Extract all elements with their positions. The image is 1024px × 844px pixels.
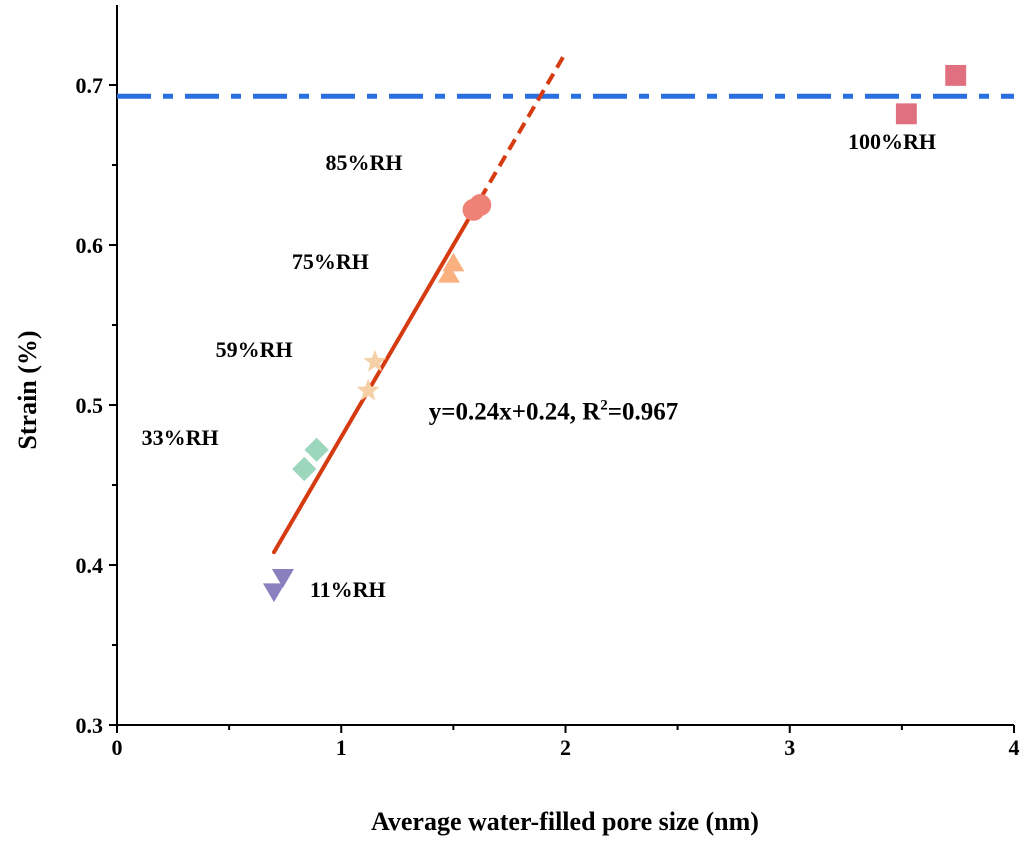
- x-tick-label: 0: [112, 735, 123, 760]
- series-label: 100%RH: [848, 129, 936, 154]
- plot-area: y=0.24x+0.24, R2=0.967 11%RH 33%RH 59%RH 75%…: [117, 51, 1014, 603]
- fit-line-solid: [271, 196, 483, 555]
- data-point-75pct-rh: [437, 263, 460, 283]
- data-point-75pct-rh: [442, 252, 465, 272]
- y-axis-label: Strain (%): [13, 330, 42, 449]
- series-label: 75%RH: [292, 249, 369, 274]
- y-tick-label: 0.4: [76, 553, 104, 578]
- x-tick-label: 2: [560, 735, 571, 760]
- series-label: 33%RH: [142, 425, 219, 450]
- axes: 0 1 2 3 4 0.3 0.4 0.5 0.6 0.7: [76, 5, 1020, 760]
- y-tick-label: 0.7: [76, 73, 104, 98]
- y-tick-label: 0.5: [76, 393, 104, 418]
- series-label: 59%RH: [216, 337, 293, 362]
- fit-line-dashed: [478, 51, 568, 200]
- y-tick-label: 0.3: [76, 713, 104, 738]
- data-point-11pct-rh: [262, 583, 285, 603]
- x-tick-label: 3: [784, 735, 795, 760]
- data-point-100pct-rh: [895, 103, 917, 125]
- data-point-11pct-rh: [271, 569, 294, 588]
- fit-equation: y=0.24x+0.24, R2=0.967: [429, 397, 679, 425]
- fit-equation-sup: 2: [600, 397, 608, 413]
- series-label: 85%RH: [326, 150, 403, 175]
- x-tick-label: 1: [336, 735, 347, 760]
- data-point-59pct-rh: [363, 349, 387, 372]
- data-point-33pct-rh: [292, 456, 317, 482]
- fit-equation-tail: =0.967: [608, 398, 679, 425]
- data-point-59pct-rh: [356, 378, 380, 401]
- data-point-85pct-rh: [469, 194, 492, 216]
- series-label: 11%RH: [310, 577, 386, 602]
- data-point-33pct-rh: [304, 437, 329, 462]
- x-tick-label: 4: [1009, 735, 1020, 760]
- fit-equation-text: y=0.24x+0.24, R: [429, 398, 601, 425]
- x-axis-label: Average water-filled pore size (nm): [371, 807, 759, 836]
- data-point-100pct-rh: [945, 64, 967, 86]
- y-tick-label: 0.6: [76, 233, 104, 258]
